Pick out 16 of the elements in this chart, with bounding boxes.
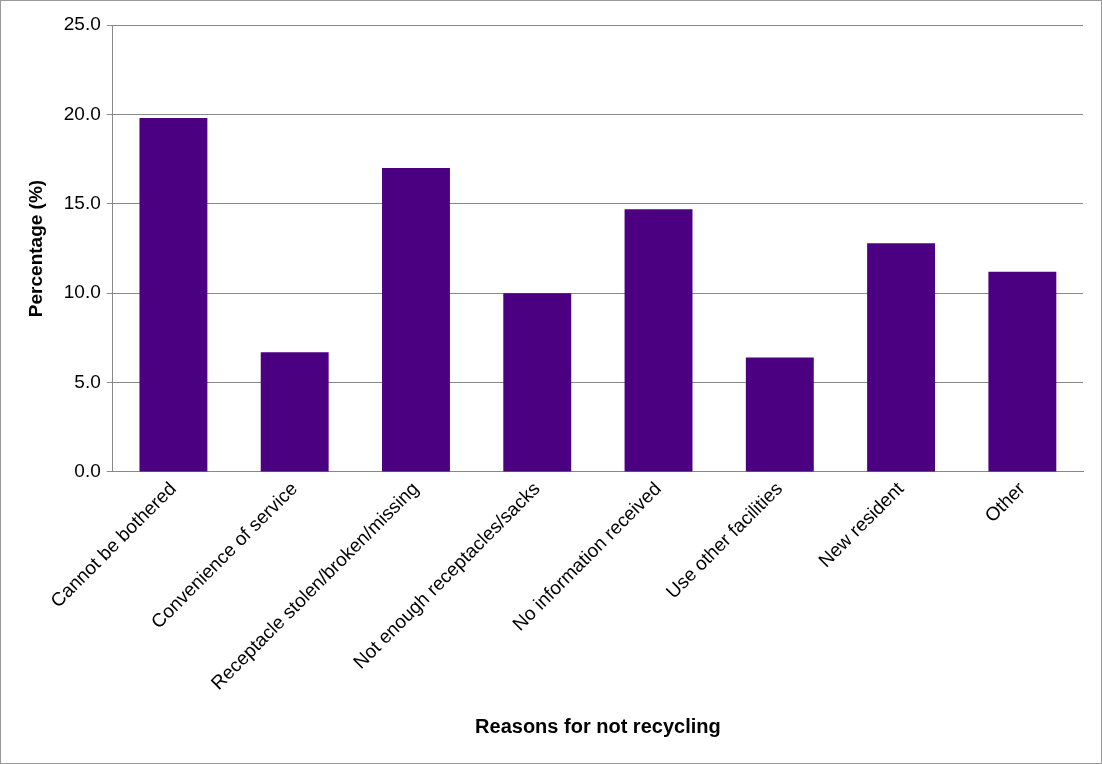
bar: [745, 357, 814, 472]
y-tick-label: 20.0: [63, 102, 101, 124]
bar: [503, 293, 572, 472]
bar: [867, 243, 936, 472]
y-tick-label: 5.0: [74, 370, 101, 392]
x-axis-title: Reasons for not recycling: [475, 714, 721, 737]
bar: [382, 168, 450, 472]
y-tick-label: 15.0: [63, 192, 101, 214]
y-tick-label: 0.0: [74, 460, 101, 482]
y-tick-label: 10.0: [63, 281, 101, 303]
bar: [139, 117, 208, 472]
bar: [624, 209, 693, 472]
bar: [988, 271, 1057, 472]
bar: [260, 352, 329, 472]
y-axis-title: Percentage (%): [24, 179, 46, 318]
y-tick-label: 25.0: [63, 13, 101, 35]
